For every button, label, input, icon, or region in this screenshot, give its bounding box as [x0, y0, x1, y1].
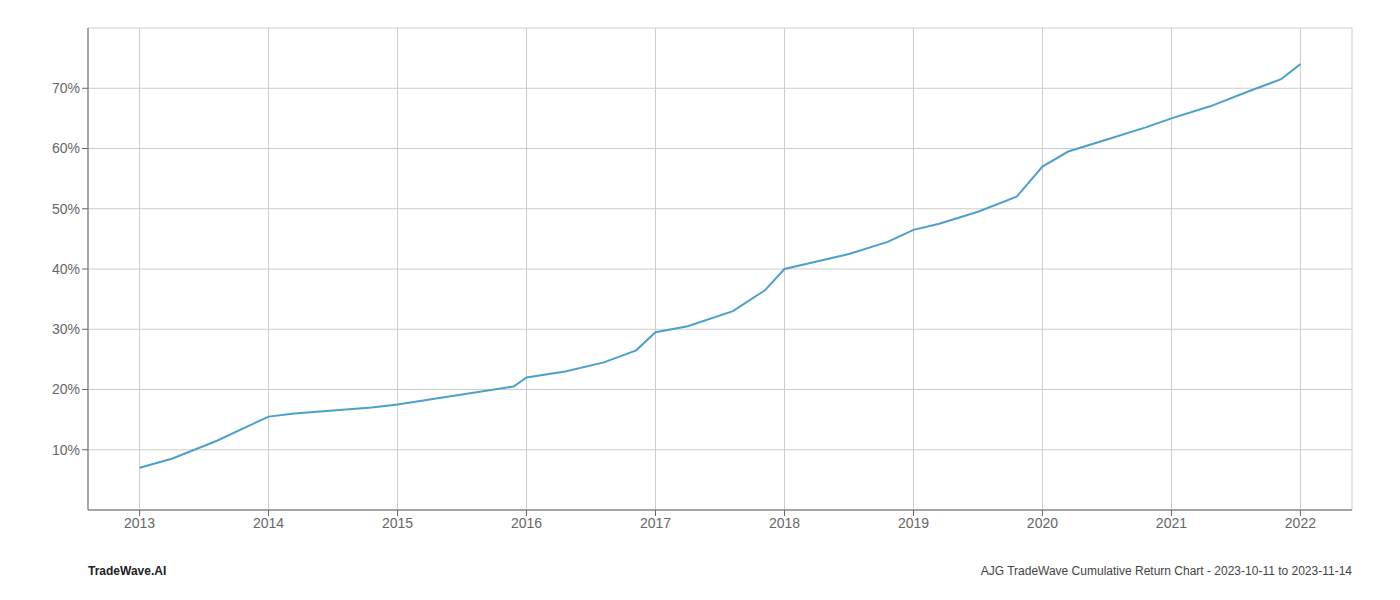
svg-text:2016: 2016 — [511, 515, 542, 531]
svg-text:60%: 60% — [52, 140, 80, 156]
html-text:TradeWave.AI: TradeWave.AI — [88, 564, 167, 578]
svg-text:50%: 50% — [52, 201, 80, 217]
svg-text:2019: 2019 — [898, 515, 929, 531]
svg-text:2015: 2015 — [382, 515, 413, 531]
svg-text:40%: 40% — [52, 261, 80, 277]
html-text:AJG TradeWave Cumulative Retur: AJG TradeWave Cumulative Return Chart - … — [980, 564, 1352, 578]
svg-text:70%: 70% — [52, 80, 80, 96]
svg-text:2013: 2013 — [124, 515, 155, 531]
svg-text:10%: 10% — [52, 442, 80, 458]
svg-text:2020: 2020 — [1027, 515, 1058, 531]
svg-text:30%: 30% — [52, 321, 80, 337]
svg-text:2018: 2018 — [769, 515, 800, 531]
svg-text:2021: 2021 — [1156, 515, 1187, 531]
svg-text:2017: 2017 — [640, 515, 671, 531]
svg-text:2022: 2022 — [1285, 515, 1316, 531]
svg-text:2014: 2014 — [253, 515, 284, 531]
svg-text:20%: 20% — [52, 381, 80, 397]
